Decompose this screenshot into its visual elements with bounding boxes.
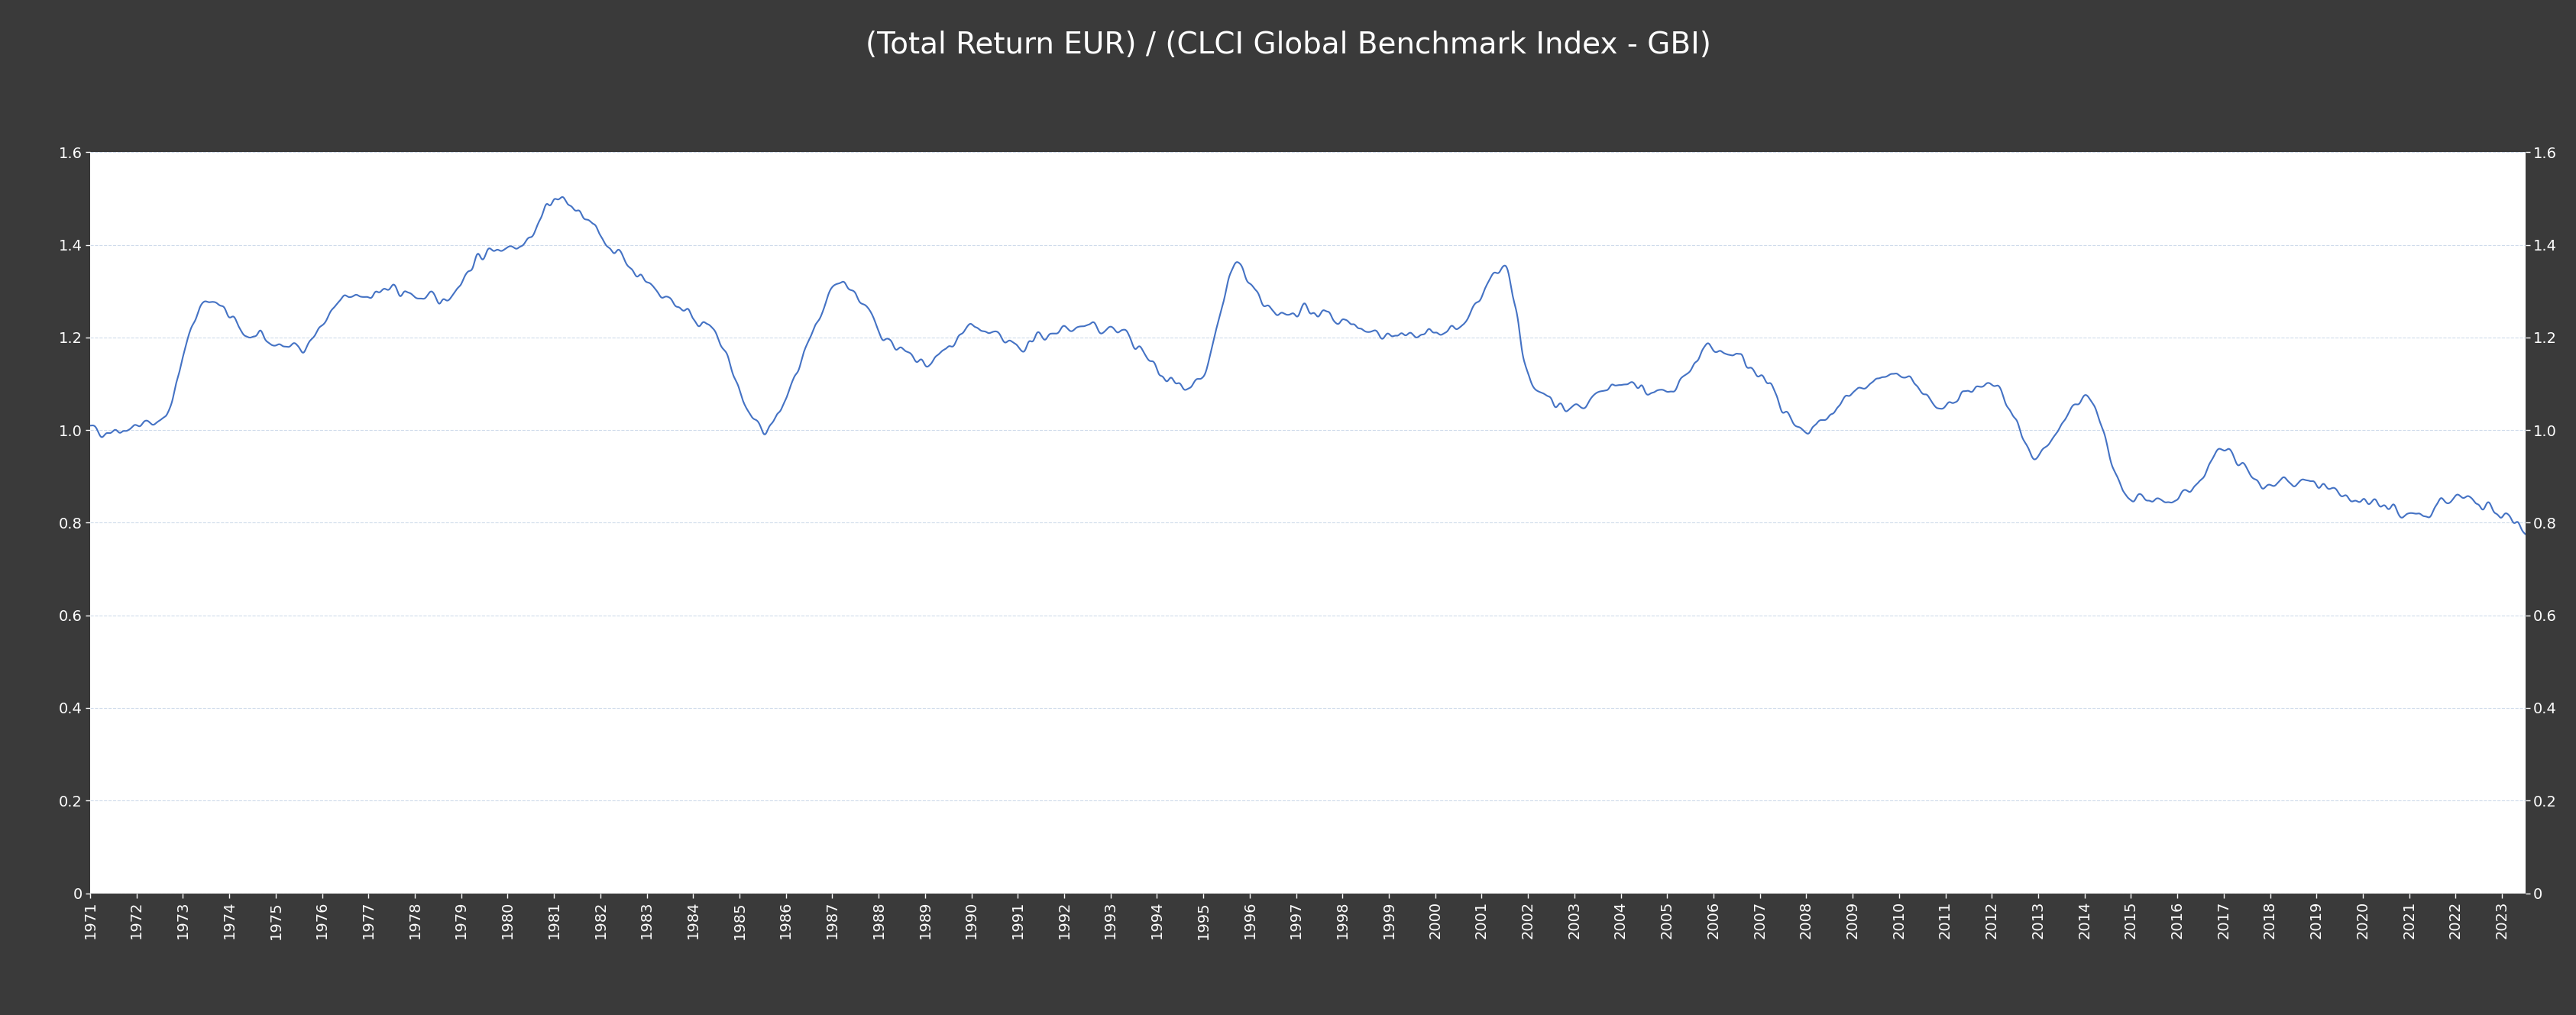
Text: (Total Return EUR) / (CLCI Global Benchmark Index - GBI): (Total Return EUR) / (CLCI Global Benchm… bbox=[866, 30, 1710, 60]
